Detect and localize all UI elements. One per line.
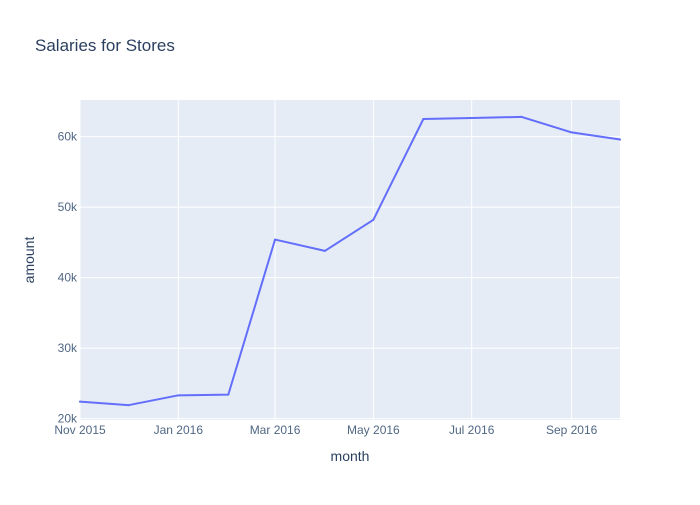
data-point — [127, 404, 130, 407]
series-line — [79, 115, 621, 407]
y-tick-label: 50k — [58, 200, 78, 214]
y-tick-label: 20k — [58, 412, 78, 426]
gridlines — [79, 100, 620, 420]
data-point — [570, 131, 573, 134]
x-tick-label: May 2016 — [347, 423, 400, 437]
x-tick-label: Nov 2015 — [54, 423, 106, 437]
data-point — [79, 400, 81, 403]
data-point — [422, 118, 425, 121]
y-tick-label: 30k — [58, 341, 78, 355]
chart-title: Salaries for Stores — [35, 36, 175, 55]
x-tick-label: Mar 2016 — [250, 423, 301, 437]
data-point — [619, 138, 621, 141]
x-tick-label: Sep 2016 — [546, 423, 598, 437]
data-point — [324, 249, 327, 252]
x-axis-title: month — [331, 448, 370, 464]
x-tick-label: Jul 2016 — [449, 423, 495, 437]
x-axis-ticks: Nov 2015 Jan 2016 Mar 2016 May 2016 Jul 2016… — [54, 423, 597, 437]
x-tick-label: Jan 2016 — [154, 423, 204, 437]
data-point — [274, 238, 277, 241]
data-point — [372, 218, 375, 221]
y-tick-label: 40k — [58, 271, 78, 285]
plot-area — [80, 100, 620, 420]
series-layer — [79, 115, 621, 407]
y-tick-label: 60k — [58, 130, 78, 144]
data-point — [470, 116, 473, 119]
y-axis-title: amount — [21, 237, 37, 284]
data-point — [177, 394, 180, 397]
y-axis-ticks: 20k 30k 40k 50k 60k — [58, 130, 78, 426]
data-point — [227, 393, 230, 396]
data-point — [520, 115, 523, 118]
